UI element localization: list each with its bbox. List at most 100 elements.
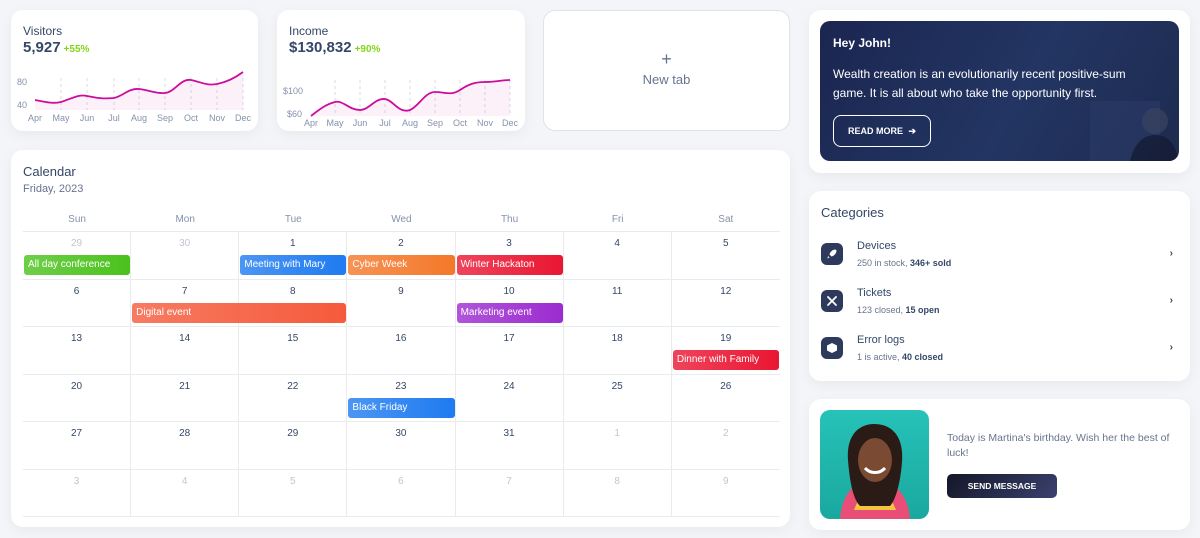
calendar-weeks: 29 30 1 2 3 4 5 6 7 8 9 10 11 12 13 14 15 16 17 18 19 20 21 22 2… xyxy=(23,232,780,517)
calendar-event[interactable]: Dinner with Family xyxy=(672,350,779,370)
income-month: Oct xyxy=(453,118,468,128)
calendar-day[interactable]: 12 xyxy=(720,285,732,297)
visitors-number: 5,927 xyxy=(23,39,61,56)
hero-banner: Hey John! Wealth creation is an evolutio… xyxy=(820,21,1179,161)
visitors-tick-40: 40 xyxy=(17,100,27,110)
day-of-week: Mon xyxy=(175,214,195,225)
calendar-day[interactable]: 11 xyxy=(564,279,672,326)
income-month: Sep xyxy=(427,118,443,128)
day-of-week: Sun xyxy=(68,214,86,225)
read-more-button[interactable]: READ MORE ➔ xyxy=(833,115,931,147)
calendar-event[interactable]: Winter Hackaton xyxy=(456,255,563,275)
calendar-day[interactable]: 4 xyxy=(131,469,240,516)
calendar-day[interactable]: 1 xyxy=(239,232,348,279)
calendar-day[interactable]: 30 xyxy=(131,232,240,279)
birthday-photo xyxy=(820,410,929,519)
tools-icon xyxy=(821,290,843,312)
calendar-day[interactable]: 13 xyxy=(23,327,132,374)
calendar-day[interactable]: 16 xyxy=(347,327,456,374)
income-month: May xyxy=(326,118,344,128)
calendar-day[interactable]: 4 xyxy=(564,232,672,279)
calendar-day[interactable]: 26 xyxy=(720,380,732,392)
calendar-day[interactable]: 17 xyxy=(456,327,564,374)
calendar-event[interactable]: Digital event xyxy=(132,302,347,323)
visitors-value: 5,927 +55% xyxy=(23,39,89,56)
calendar-day[interactable]: 20 xyxy=(23,374,132,421)
calendar-day[interactable]: 9 xyxy=(347,279,456,326)
calendar-event[interactable]: Cyber Week xyxy=(348,255,455,275)
visitors-area xyxy=(35,72,243,110)
calendar-day[interactable]: 14 xyxy=(131,327,240,374)
calendar-day[interactable]: 22 xyxy=(239,374,348,421)
category-error-logs[interactable]: Error logs 1 is active, 40 closed › xyxy=(821,334,1173,366)
calendar-day[interactable]: 5 xyxy=(723,238,729,249)
calendar-day[interactable]: 6 xyxy=(347,469,456,516)
calendar-week: 29 30 1 2 3 4 5 xyxy=(23,232,780,280)
send-message-button[interactable]: SEND MESSAGE xyxy=(947,474,1057,498)
calendar-event[interactable]: Marketing event xyxy=(456,302,563,323)
calendar-day[interactable]: 21 xyxy=(131,374,240,421)
calendar-day[interactable]: 25 xyxy=(564,374,672,421)
day-of-week: Wed xyxy=(391,214,412,225)
calendar-day[interactable]: 24 xyxy=(456,374,564,421)
income-month: Aug xyxy=(402,118,418,128)
calendar-day[interactable]: 28 xyxy=(131,422,240,469)
calendar-card: Calendar Friday, 2023 Sun Mon Tue Wed Th… xyxy=(11,150,790,527)
calendar-day[interactable]: 6 xyxy=(23,279,132,326)
visitors-month: Jul xyxy=(108,113,120,123)
new-tab-button[interactable]: + New tab xyxy=(543,10,790,131)
calendar-day[interactable]: 29 xyxy=(239,422,348,469)
person-silhouette-icon xyxy=(1090,101,1179,161)
calendar-day[interactable]: 5 xyxy=(239,469,348,516)
category-desc: 250 in stock, 346+ sold xyxy=(857,258,952,268)
income-card: Income $130,832 +90% $100 $60 Apr May Jun… xyxy=(277,10,525,131)
income-month: Jun xyxy=(353,118,368,128)
calendar-event[interactable]: All day conference xyxy=(24,255,131,275)
calendar-day[interactable]: 3 xyxy=(23,469,132,516)
income-tick-100: $100 xyxy=(283,86,303,96)
calendar-day[interactable]: 31 xyxy=(456,422,564,469)
visitors-month: May xyxy=(52,113,70,123)
visitors-mini-chart: 80 40 Apr May Jun Jul Aug Sep Oct Nov De… xyxy=(17,71,251,123)
calendar-day[interactable]: 8 xyxy=(564,469,672,516)
calendar-subtitle: Friday, 2023 xyxy=(23,183,84,195)
visitors-delta: +55% xyxy=(63,44,90,55)
category-name: Error logs xyxy=(857,334,905,346)
calendar-day[interactable]: 19 xyxy=(720,333,732,344)
calendar-week: 20 21 22 23 24 25 26 xyxy=(23,374,780,422)
categories-title: Categories xyxy=(821,205,884,220)
calendar-day[interactable]: 18 xyxy=(564,327,672,374)
category-name: Devices xyxy=(857,240,897,252)
calendar-day[interactable]: 30 xyxy=(347,422,456,469)
income-mini-chart: $100 $60 Apr May Jun Jul Aug Sep Oct Nov… xyxy=(283,79,518,128)
categories-card: Categories Devices 250 in stock, 346+ so… xyxy=(809,191,1190,381)
read-more-label: READ MORE xyxy=(847,126,903,136)
calendar-day[interactable]: 29 xyxy=(23,232,132,279)
calendar-day[interactable]: 23 xyxy=(347,374,456,421)
hero-card-wrapper: Hey John! Wealth creation is an evolutio… xyxy=(809,10,1190,173)
calendar-day[interactable]: 3 xyxy=(456,232,564,279)
calendar-day[interactable]: 7 xyxy=(456,469,564,516)
chevron-right-icon: › xyxy=(1169,342,1173,353)
visitors-month: Aug xyxy=(131,113,147,123)
calendar-week: 27 28 29 30 31 1 2 xyxy=(23,422,780,470)
calendar-day[interactable]: 2 xyxy=(347,232,456,279)
visitors-tick-80: 80 xyxy=(17,77,27,87)
category-devices[interactable]: Devices 250 in stock, 346+ sold › xyxy=(821,240,1173,272)
income-value: $130,832 +90% xyxy=(289,39,380,56)
calendar-day[interactable]: 10 xyxy=(456,279,564,326)
calendar-day[interactable]: 27 xyxy=(23,422,132,469)
day-of-week: Fri xyxy=(611,214,624,225)
calendar-event[interactable]: Meeting with Mary xyxy=(240,255,347,275)
calendar-grid: Sun Mon Tue Wed Thu Fri Sat 29 30 1 2 3 4 5 6 7 8… xyxy=(23,210,780,517)
calendar-day[interactable]: 15 xyxy=(239,327,348,374)
income-line xyxy=(310,79,511,117)
calendar-day[interactable]: 1 xyxy=(564,422,672,469)
calendar-day[interactable]: 8 xyxy=(239,279,348,326)
chevron-right-icon: › xyxy=(1169,295,1173,306)
category-tickets[interactable]: Tickets 123 closed, 15 open › xyxy=(821,287,1173,319)
calendar-day[interactable]: 2 xyxy=(723,428,729,439)
calendar-event[interactable]: Black Friday xyxy=(348,397,455,418)
calendar-day[interactable]: 9 xyxy=(723,475,729,487)
